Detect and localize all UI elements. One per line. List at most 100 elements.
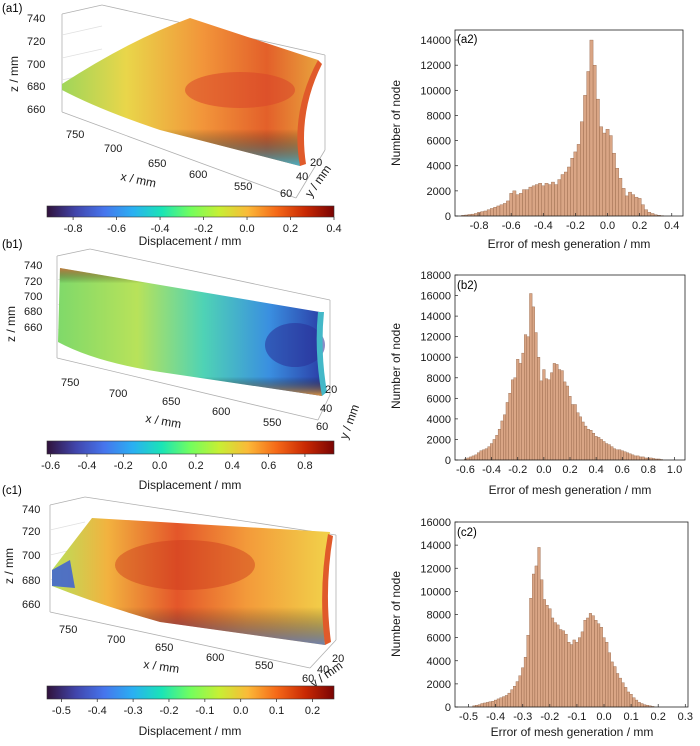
x-tick-label: -0.6 — [502, 220, 521, 232]
x-tick: 700 — [104, 143, 122, 155]
colorbar-tick-label: 0.2 — [188, 460, 203, 472]
y-tick-label: 8000 — [427, 610, 451, 622]
y-axis-label: y / mm — [337, 402, 362, 441]
y-tick-label: 0 — [445, 455, 451, 467]
x-tick-label: 0.0 — [596, 711, 611, 723]
histogram-bar — [619, 178, 622, 216]
histogram-bar — [543, 370, 546, 460]
x-tick-label: 0.6 — [615, 464, 630, 476]
colorbar-tick-label: 0.4 — [225, 460, 240, 472]
x-tick-label: 0.0 — [536, 464, 551, 476]
histogram-bar — [526, 190, 529, 216]
histogram-bar — [486, 702, 489, 707]
z-axis-label: z / mm — [7, 56, 21, 92]
x-tick: 750 — [66, 129, 84, 141]
y-tick-label: 10000 — [420, 586, 451, 598]
panel-label: (c1) — [2, 485, 22, 497]
x-tick: 550 — [234, 181, 252, 193]
histogram-bar — [558, 180, 561, 216]
histogram-bar — [527, 635, 530, 707]
histogram-bar — [469, 457, 472, 460]
histogram-bar — [529, 187, 532, 216]
histogram-bar — [629, 454, 632, 460]
histogram-bar — [500, 698, 503, 707]
histogram-bar — [488, 447, 491, 460]
histogram-bar — [548, 380, 551, 460]
histogram-bar — [492, 701, 495, 707]
y-tick-label: 4000 — [427, 656, 451, 668]
histogram-bar — [625, 196, 628, 216]
histogram-bar — [595, 620, 598, 707]
z-tick: 680 — [27, 81, 45, 93]
histogram-bar — [519, 193, 522, 216]
histogram-bar — [553, 363, 556, 460]
histogram-bar — [597, 437, 600, 460]
histogram-bar — [582, 422, 585, 460]
y-tick: 40 — [296, 171, 308, 183]
histogram-bar — [509, 393, 512, 460]
histogram-bar — [511, 690, 514, 707]
histogram-bar — [487, 210, 490, 216]
x-tick: 700 — [109, 388, 127, 400]
z-tick: 680 — [22, 575, 40, 587]
y-tick: 60 — [280, 188, 292, 200]
histogram-bar — [587, 429, 590, 460]
z-tick: 660 — [27, 104, 45, 116]
histogram-bar — [516, 195, 519, 216]
histogram-bar — [514, 378, 517, 460]
histogram-bar — [542, 186, 545, 216]
x-tick-label: -0.6 — [456, 464, 475, 476]
y-tick-label: 8000 — [427, 110, 451, 122]
histogram-bar — [622, 188, 625, 216]
histogram-bar — [616, 450, 619, 460]
histogram-bar — [538, 183, 541, 216]
x-tick: 600 — [212, 406, 230, 418]
histogram-bar — [498, 429, 501, 460]
y-tick-label: 2000 — [427, 434, 451, 446]
colorbar-label: Displacement / mm — [139, 234, 242, 248]
histogram-bar — [603, 442, 606, 461]
y-tick-label: 10000 — [420, 352, 451, 364]
x-tick-label: 0.4 — [664, 220, 679, 232]
histogram-bar — [555, 185, 558, 216]
histogram-bar — [496, 435, 499, 460]
histogram-bar — [513, 686, 516, 707]
histogram-bar — [603, 638, 606, 707]
histogram-bar — [477, 453, 480, 460]
histogram-bar — [516, 682, 519, 707]
colorbar-tick-label: 0.2 — [305, 705, 320, 717]
z-tick-labels: 740 720 700 680 660 — [24, 260, 42, 334]
z-tick: 660 — [24, 322, 42, 334]
histogram-bar — [529, 294, 532, 461]
histogram-bar — [545, 379, 548, 460]
histogram-bar — [597, 624, 600, 707]
z-tick-labels: 740 720 700 680 660 — [27, 13, 45, 116]
histogram-bar — [532, 574, 535, 707]
histogram-bar — [578, 638, 581, 707]
histogram-bar — [540, 381, 543, 460]
histogram-bar — [548, 609, 551, 707]
histogram-bar — [554, 623, 557, 707]
y-tick-label: 14000 — [420, 35, 451, 47]
histogram-bar — [608, 445, 611, 460]
x-axis-label: x / mm — [119, 169, 157, 190]
y-tick: 20 — [325, 384, 337, 396]
colorbar-label: Displacement / mm — [139, 478, 242, 492]
histogram-bar — [635, 700, 638, 707]
x-tick-label: 0.2 — [651, 711, 666, 723]
histogram-bar — [482, 450, 485, 460]
x-tick-label: 0.0 — [600, 220, 615, 232]
x-tick-label: -0.2 — [566, 220, 585, 232]
x-tick: 650 — [162, 396, 180, 408]
x-tick-label: -0.2 — [540, 711, 559, 723]
panel-c1-surface-plot: 740 720 700 680 660 z / mm 750 700 650 6… — [2, 485, 345, 738]
colorbar-label: Displacement / mm — [139, 724, 242, 738]
histogram-bar — [558, 370, 561, 460]
histogram-bar — [524, 335, 527, 460]
histogram-bar — [503, 203, 506, 216]
x-tick: 550 — [255, 660, 273, 672]
